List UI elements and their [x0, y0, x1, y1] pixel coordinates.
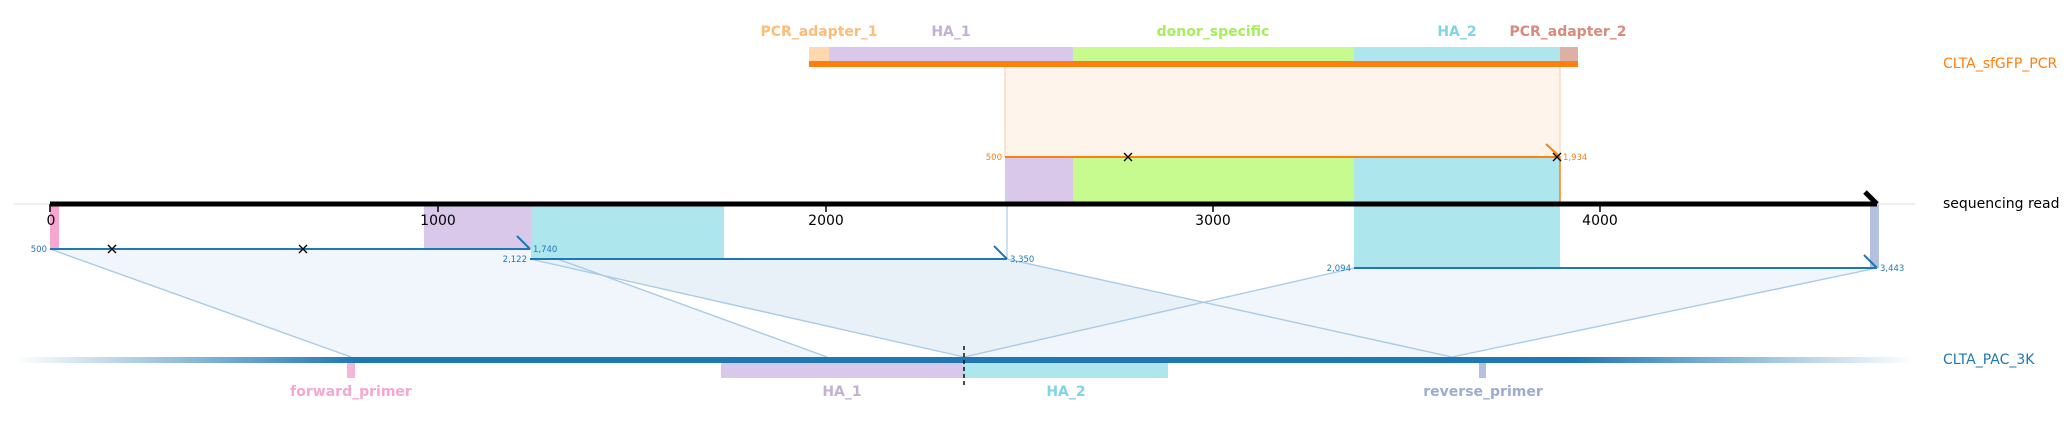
ref-alignment-2-start-label: 2,122 [503, 255, 527, 265]
pcr-alignment-region [1004, 65, 1561, 158]
ref-alignment-2-end-label: 3,350 [1010, 255, 1034, 265]
read-axis-tick-label: 1000 [420, 213, 456, 229]
mismatch-marker-x [1123, 152, 1133, 162]
mismatch-marker-x [298, 244, 308, 254]
read-track-label: sequencing read [1943, 196, 2059, 212]
ref-alignment-2: 2,122 3,350 [503, 245, 1034, 265]
pcr-feature-label-donor-specific: donor_specific [1157, 24, 1270, 40]
read-axis-tick-label: 4000 [1582, 213, 1618, 229]
pcr-feature-block [1560, 47, 1578, 62]
ref-alignment-region-1 [50, 249, 827, 357]
pcr-track-label: CLTA_sfGFP_PCR [1943, 56, 2057, 72]
ref-alignment-3-end-label: 3,443 [1880, 264, 1904, 274]
ref-track-label: CLTA_PAC_3K [1943, 352, 2035, 368]
pcr-alignment-end-tick [1545, 143, 1561, 158]
read-feature-donor-upper [1073, 157, 1354, 203]
ref-alignment-1-end-label: 1,740 [533, 245, 557, 255]
ref-feature-block [347, 363, 355, 378]
ref-feature-label-forward-primer: forward_primer [290, 384, 412, 400]
read-feature-ha2-lower-a [531, 204, 724, 259]
pcr-feature-label-pcr-adapter-2: PCR_adapter_2 [1509, 24, 1626, 40]
read-feature-primer-lower [50, 204, 59, 249]
read-feature-ha1-upper [1005, 157, 1073, 203]
pcr-alignment-start-label: 500 [986, 153, 1002, 163]
ref-feature-label-ha2: HA_2 [1046, 384, 1085, 400]
pcr-feature-block [809, 47, 829, 62]
read-axis-end-marker [1863, 190, 1879, 206]
pcr-feature-block [1073, 47, 1354, 62]
pcr-feature-label-pcr-adapter-1: PCR_adapter_1 [760, 24, 877, 40]
read-feature-ha2-upper [1354, 157, 1560, 203]
ref-feature-block [721, 363, 964, 378]
read-feature-ha1-lower [424, 204, 531, 249]
ref-alignment-3: 2,094 3,443 [1327, 254, 1904, 274]
alignment-connector [529, 248, 828, 358]
mismatch-marker-x [107, 244, 117, 254]
ref-feature-label-ha1: HA_1 [822, 384, 861, 400]
mismatch-marker-x [1552, 152, 1562, 162]
pcr-template-track [809, 47, 1578, 67]
pcr-feature-block [829, 47, 1073, 62]
alignment-connector [963, 267, 1355, 358]
read-axis-ticks: 0 1000 2000 3000 4000 [47, 204, 1618, 229]
pcr-feature-label-ha2: HA_2 [1437, 24, 1476, 40]
pcr-feature-label-ha1: HA_1 [931, 24, 970, 40]
ref-alignment-region-3 [964, 268, 1877, 357]
read-feature-ha2-lower-b [1354, 204, 1560, 268]
ref-alignment-3-start-label: 2,094 [1327, 264, 1351, 274]
ref-feature-label-reverse-primer: reverse_primer [1423, 384, 1543, 400]
alignment-connector [529, 258, 965, 358]
pcr-feature-block [1354, 47, 1560, 62]
alignment-connector [1451, 267, 1878, 358]
ref-feature-block [964, 363, 1168, 378]
ref-alignment-1: 500 1,740 [31, 235, 557, 255]
read-feature-primer-lower-2 [1870, 204, 1879, 268]
ref-feature-block [1479, 363, 1486, 378]
read-axis-tick-label: 2000 [808, 213, 844, 229]
pcr-track-bar [809, 61, 1578, 67]
pcr-alignment-end-label: 1,934 [1563, 153, 1587, 163]
read-axis-tick-label: 3000 [1195, 213, 1231, 229]
ref-alignment-1-start-label: 500 [31, 245, 47, 255]
alignment-connector [49, 248, 352, 358]
read-axis-tick-label: 0 [47, 213, 56, 229]
alignment-connector [1006, 258, 1453, 358]
